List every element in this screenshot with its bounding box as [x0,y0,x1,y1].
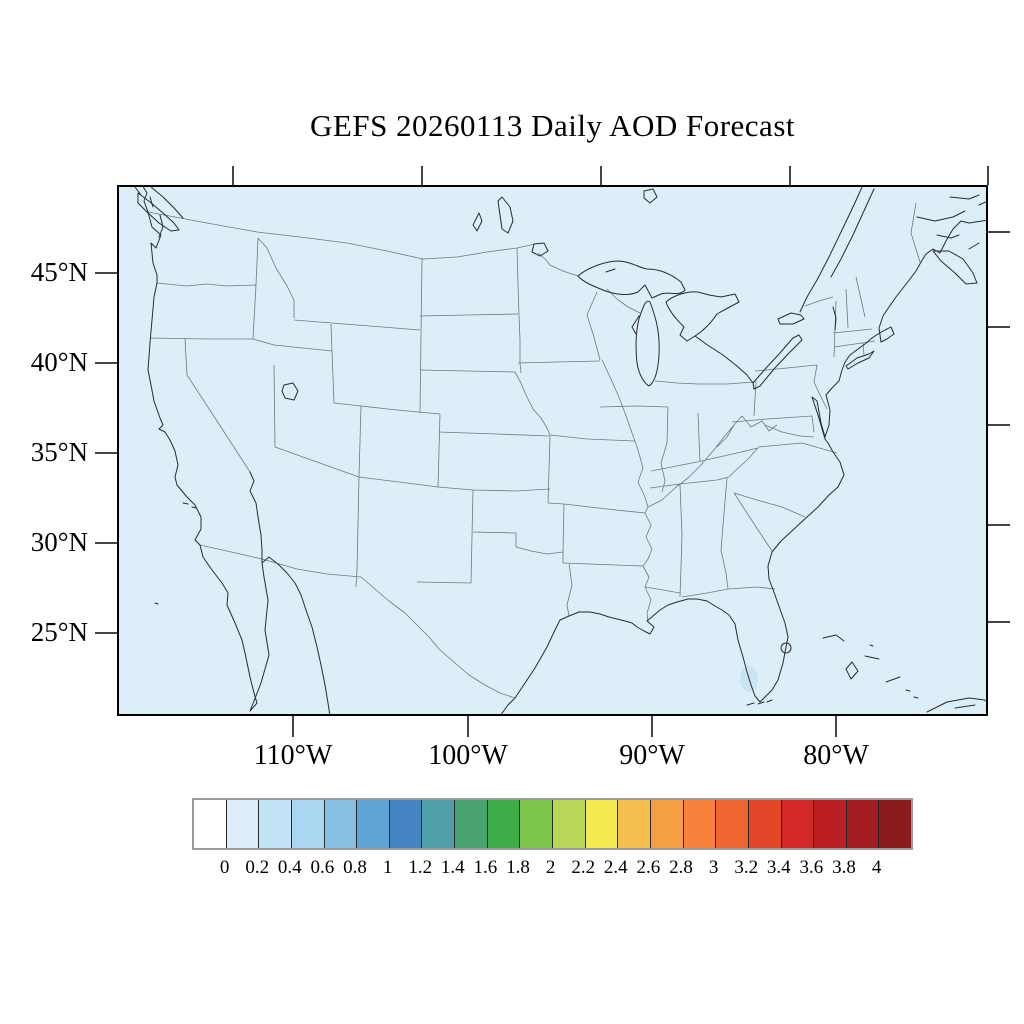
lat-axis-label: 35°N [30,437,88,467]
colorbar-cell [814,800,846,848]
lon-tick-mark [987,166,989,185]
lat-tick-mark [95,362,117,364]
colorbar-cell [650,800,683,848]
colorbar-tick-label: 1.8 [506,857,530,878]
colorbar [192,798,913,850]
colorbar-tick-label: 2 [545,857,556,878]
lat-axis-label: 40°N [30,347,88,377]
lat-axis-label: 25°N [30,617,88,647]
lat-tick-mark [95,542,117,544]
lon-tick-mark [651,716,653,737]
us-map-canvas [117,184,989,717]
map-background [118,186,987,715]
colorbar-cell [879,800,912,848]
lat-tick-mark [95,632,117,634]
lon-tick-mark [467,716,469,737]
lon-tick-mark [421,166,423,185]
colorbar-cell [357,800,389,848]
colorbar-cell [259,800,291,848]
colorbar-cell [226,800,259,848]
colorbar-tick-label: 0 [219,857,230,878]
lat-axis-label: 45°N [30,257,88,287]
colorbar-cell [324,800,357,848]
colorbar-tick-label: 1.6 [473,857,498,878]
colorbar-cell [291,800,324,848]
state-borders [147,202,921,699]
colorbar-cell [520,800,553,848]
lon-tick-mark [232,166,234,185]
colorbar-tick-label: 0.6 [310,857,335,878]
lon-axis-label: 100°W [428,740,508,771]
colorbar-cell [422,800,455,848]
lon-tick-mark [292,716,294,737]
colorbar-tick-label: 3.6 [799,857,824,878]
lat-tick-mark [988,326,1010,328]
lat-tick-mark [988,424,1010,426]
colorbar-cell [389,800,422,848]
colorbar-tick-label: 1.2 [408,857,433,878]
colorbar-tick-label: 3.4 [766,857,791,878]
page-title: GEFS 20260113 Daily AOD Forecast [310,108,795,143]
coastlines [134,184,989,717]
colorbar-cell [553,800,585,848]
colorbar-cell [455,800,487,848]
lon-tick-mark [600,166,602,185]
colorbar-tick-label: 4 [871,857,882,878]
lon-axis-label: 110°W [253,740,333,771]
colorbar-tick-label: 0.2 [245,857,270,878]
colorbar-cell [683,800,716,848]
colorbar-tick-label: 2.2 [571,857,596,878]
colorbar-tick-label: 3.8 [832,857,856,878]
colorbar-cell [716,800,748,848]
colorbar-cell [487,800,520,848]
lat-tick-mark [988,524,1010,526]
lon-axis-label: 90°W [619,740,685,771]
us-map-svg [117,184,989,717]
colorbar-tick-label: 1 [382,857,393,878]
colorbar-tick-label: 0.4 [277,857,302,878]
colorbar-cell [585,800,618,848]
colorbar-cell [618,800,650,848]
colorbar-cell [194,800,226,848]
colorbar-cell [781,800,814,848]
lat-tick-mark [95,452,117,454]
lon-tick-mark [835,716,837,737]
lat-tick-mark [988,621,1010,623]
colorbar-cell [748,800,781,848]
colorbar-tick-label: 0.8 [343,857,367,878]
colorbar-tick-label: 2.8 [669,857,693,878]
colorbar-cell [846,800,879,848]
colorbar-tick-label: 2.4 [603,857,628,878]
colorbar-tick-label: 3 [708,857,719,878]
colorbar-tick-label: 1.4 [440,857,465,878]
lon-tick-mark [789,166,791,185]
colorbar-tick-label: 3.2 [734,857,759,878]
lat-tick-mark [988,231,1010,233]
lat-tick-mark [95,272,117,274]
lat-axis-label: 30°N [30,527,88,557]
map-frame [117,185,988,716]
lon-axis-label: 80°W [803,740,869,771]
colorbar-tick-label: 2.6 [636,857,661,878]
